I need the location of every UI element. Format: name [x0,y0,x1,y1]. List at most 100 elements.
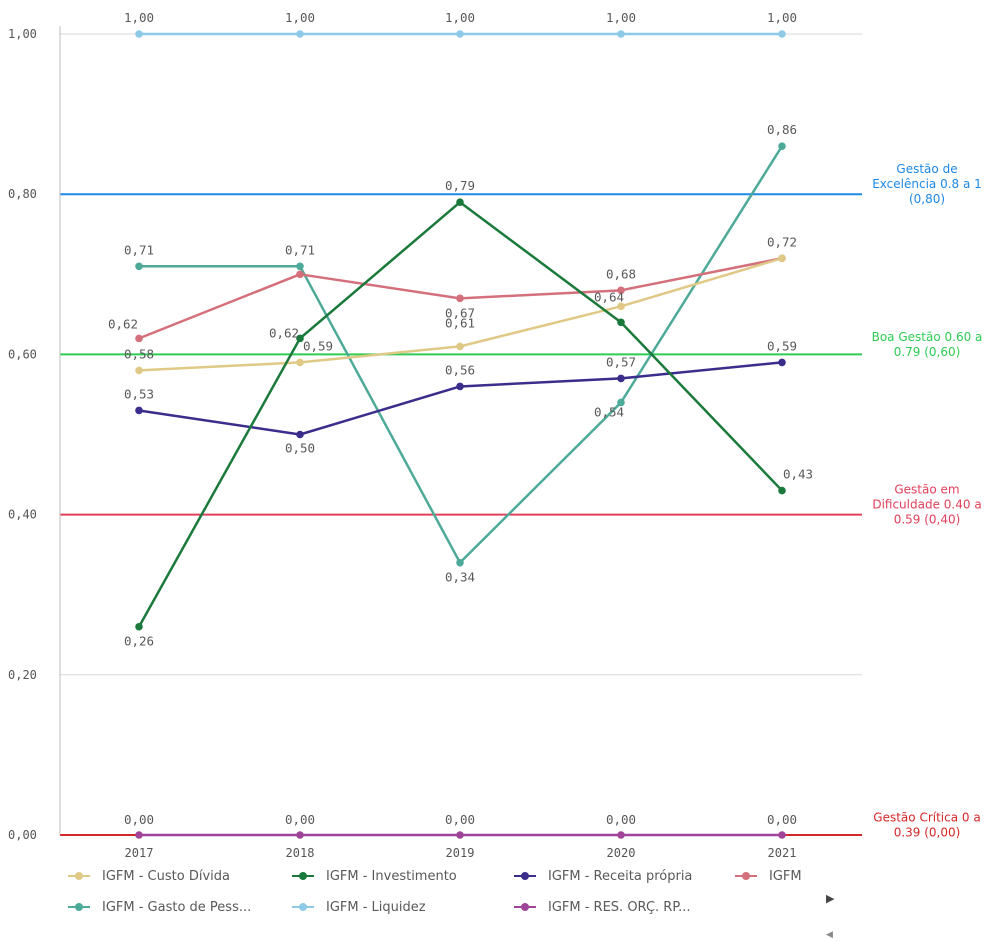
legend-item[interactable]: IGFM - Receita própria [514,864,730,888]
data-label: 0,00 [445,812,475,827]
data-label: 1,00 [285,10,315,25]
legend-item[interactable]: IGFM - RES. ORÇ. RP... [514,895,730,919]
data-point[interactable] [617,286,625,295]
data-point[interactable] [617,398,625,407]
data-label: 0,00 [285,812,315,827]
line-chart: Gestão de Excelência 0.8 a 1 (0,80) Boa Ges… [8,10,983,860]
data-point[interactable] [617,30,625,38]
data-point[interactable] [296,430,304,439]
legend: IGFM - Custo Dívida IGFM - Investimento IG… [60,862,820,942]
legend-label: IGFM - Receita própria [548,868,693,884]
data-point[interactable] [778,358,786,367]
legend-label: IGFM - Investimento [326,868,457,884]
data-point[interactable] [135,831,143,839]
grid-layer [60,33,862,836]
data-label: 0,53 [124,386,154,401]
data-label: 0,71 [285,242,315,257]
data-label: 0,59 [767,338,797,353]
data-label: 0,72 [767,234,797,249]
legend-item[interactable]: IGFM - Custo Dívida [68,864,288,888]
legend-next-arrow[interactable]: ▶ [826,892,835,905]
series-layer [135,30,786,839]
data-point[interactable] [778,254,786,263]
data-point[interactable] [296,270,304,279]
data-label: 0,43 [783,467,813,482]
y-tick-label: 0,60 [8,347,37,361]
data-point[interactable] [135,406,143,415]
data-label: 0,57 [606,354,636,369]
data-label: 0,54 [594,404,624,419]
x-tick-label: 2017 [125,846,154,860]
axes: 0,00 0,20 0,40 0,60 0,80 1,00 2017 2018 2019 2020… [8,26,796,860]
legend-prev-arrow[interactable]: ◀ [826,930,833,940]
y-tick-label: 0,00 [8,828,37,842]
legend-label: IGFM - Custo Dívida [102,868,230,884]
legend-swatch-icon [514,901,536,913]
data-point[interactable] [778,142,786,150]
data-point[interactable] [135,334,143,343]
x-tick-label: 2020 [607,846,636,860]
legend-swatch-icon [68,901,90,913]
data-label: 0,00 [124,812,154,827]
data-point[interactable] [617,318,625,327]
y-tick-label: 0,80 [8,187,37,201]
data-label: 0,00 [767,812,797,827]
x-tick-label: 2019 [446,846,475,860]
y-tick-label: 1,00 [8,27,37,41]
data-point[interactable] [617,831,625,839]
x-tick-label: 2021 [768,846,797,860]
data-point[interactable] [135,30,143,38]
data-point[interactable] [296,334,304,343]
data-point[interactable] [296,831,304,839]
data-point[interactable] [778,486,786,495]
data-label: 0,67 [445,305,475,320]
data-point[interactable] [617,374,625,383]
legend-item[interactable]: IGFM - Liquidez [292,895,510,919]
data-point[interactable] [296,262,304,271]
data-label: 0,34 [445,570,475,585]
data-point[interactable] [456,558,464,567]
y-tick-label: 0,40 [8,508,37,522]
reference-line-label: Gestão em Dificuldade 0.40 a 0.59 (0,40) [872,483,981,527]
legend-swatch-icon [292,901,314,913]
data-point[interactable] [296,30,304,38]
data-label: 1,00 [767,10,797,25]
legend-label: IGFM - Gasto de Pess... [102,899,252,915]
data-label: 1,00 [445,10,475,25]
data-label: 0,62 [108,316,138,331]
data-label: 0,62 [269,325,299,340]
data-labels: 0,58 0,59 0,61 0,26 0,62 0,79 0,64 0,43 0,53 0,50… [108,10,813,827]
legend-swatch-icon [514,870,536,882]
data-point[interactable] [456,342,464,351]
legend-swatch-icon [735,870,757,882]
data-label: 0,26 [124,634,154,649]
reference-line-label: Boa Gestão 0.60 a 0.79 (0,60) [872,330,983,359]
data-point[interactable] [296,358,304,367]
x-tick-label: 2018 [286,846,315,860]
data-label: 0,50 [285,441,315,456]
data-label: 1,00 [606,10,636,25]
legend-swatch-icon [68,870,90,882]
data-point[interactable] [778,831,786,839]
y-tick-label: 0,20 [8,668,37,682]
data-point[interactable] [778,30,786,38]
legend-item[interactable]: IGFM [735,864,815,888]
legend-item[interactable]: IGFM - Investimento [292,864,510,888]
data-point[interactable] [617,302,625,311]
data-point[interactable] [135,622,143,631]
data-point[interactable] [456,198,464,207]
data-point[interactable] [456,831,464,839]
data-label: 0,58 [124,346,154,361]
data-point[interactable] [456,294,464,303]
legend-label: IGFM - Liquidez [326,899,426,915]
data-point[interactable] [456,30,464,38]
legend-item[interactable]: IGFM - Gasto de Pess... [68,895,288,919]
legend-swatch-icon [292,870,314,882]
data-label: 0,59 [303,338,333,353]
data-label: 0,61 [445,315,475,330]
data-label: 1,00 [124,10,154,25]
data-point[interactable] [135,262,143,271]
data-point[interactable] [135,366,143,375]
data-label: 0,86 [767,122,797,137]
data-point[interactable] [456,382,464,391]
